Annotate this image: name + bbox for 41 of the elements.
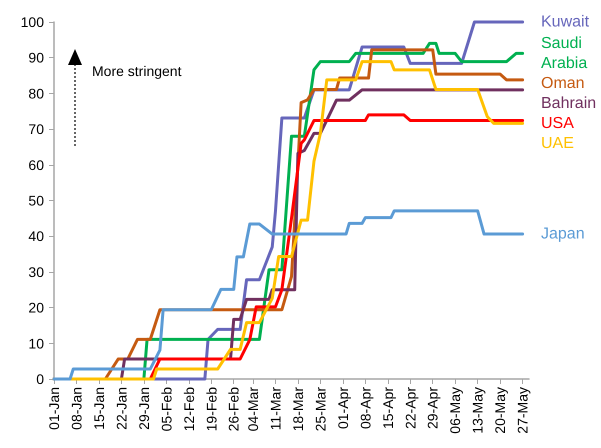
x-tick-label: 13-May <box>470 387 486 434</box>
x-tick-label: 29-Jan <box>136 387 152 430</box>
x-tick-label: 04-Mar <box>244 386 261 432</box>
x-tick-label: 19-Feb <box>203 386 220 432</box>
series-label: Saudi Arabia <box>541 34 588 72</box>
x-tick-label: 29-Apr <box>424 386 441 430</box>
x-tick-label: 20-May <box>492 387 508 434</box>
y-tick-label: 0 <box>36 371 44 387</box>
x-tick-label: 05-Feb <box>158 386 174 432</box>
y-tick-label: 70 <box>28 121 44 138</box>
x-tick-label: 25-Mar <box>312 386 328 432</box>
x-tick-label: 26-Feb <box>226 386 242 432</box>
series-label: UAE <box>541 134 574 152</box>
series-label: USA <box>541 114 574 132</box>
y-tick-label: 100 <box>20 14 44 30</box>
series-label: Bahrain <box>541 94 596 112</box>
x-tick-label: 01-Jan <box>46 387 62 430</box>
y-tick-label: 10 <box>28 335 44 352</box>
x-tick-label: 15-Jan <box>90 387 107 430</box>
x-tick-label: 27-May <box>514 387 531 434</box>
x-tick-label: 06-May <box>447 387 464 434</box>
y-tick-label: 50 <box>28 192 44 208</box>
y-tick-label: 60 <box>28 156 44 173</box>
annotation: More stringent <box>92 63 182 79</box>
x-tick-label: 22-Apr <box>402 386 418 430</box>
x-tick-label: 12-Feb <box>180 386 197 432</box>
series-label: Japan <box>541 226 585 243</box>
series-label: Oman <box>541 74 585 92</box>
y-tick-label: 80 <box>28 85 44 102</box>
x-tick-label: 18-Mar <box>290 386 306 432</box>
y-tick-label: 30 <box>28 264 44 280</box>
series-label: Kuwait <box>541 14 590 30</box>
y-tick-label: 90 <box>28 50 44 66</box>
x-tick-label: 08-Apr <box>357 386 374 430</box>
x-tick-label: 08-Jan <box>68 387 84 430</box>
x-tick-label: 22-Jan <box>113 387 130 430</box>
x-tick-label: 15-Apr <box>380 386 396 430</box>
x-tick-label: 01-Apr <box>334 386 351 430</box>
y-tick-label: 20 <box>28 300 44 316</box>
x-tick-label: 11-Mar <box>267 386 284 430</box>
y-tick-label: 40 <box>28 228 44 244</box>
